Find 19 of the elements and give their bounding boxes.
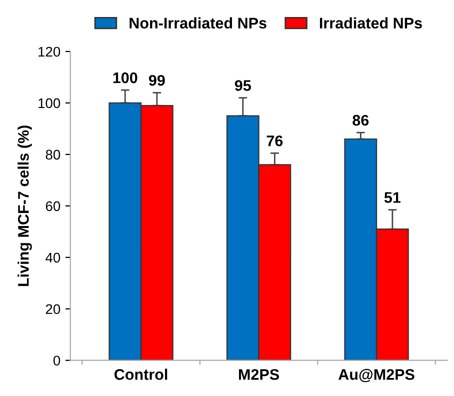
y-tick-label: 20 [46,304,60,314]
data-label: 95 [234,80,251,91]
y-tick-label: 120 [38,46,60,57]
y-tick-label: 0 [53,356,60,366]
data-label: 76 [266,135,283,146]
data-label: 86 [352,114,369,126]
y-tick-label: 40 [46,252,60,263]
legend-label: Irradiated NPs [320,17,422,29]
data-label: 100 [113,72,138,84]
legend-label: Non-Irradiated NPs [130,17,266,29]
data-label: 51 [384,192,401,203]
y-tick-label: 80 [46,150,60,160]
y-axis-title: Living MCF-7 cells (%) [18,126,32,286]
data-label: 99 [148,74,165,86]
y-tick-label: 60 [46,201,60,212]
y-tick-label: 100 [38,98,60,108]
x-tick-label: M2PS [239,369,279,380]
x-tick-label: Au@M2PS [338,368,414,382]
x-tick-label: Control [114,368,168,380]
